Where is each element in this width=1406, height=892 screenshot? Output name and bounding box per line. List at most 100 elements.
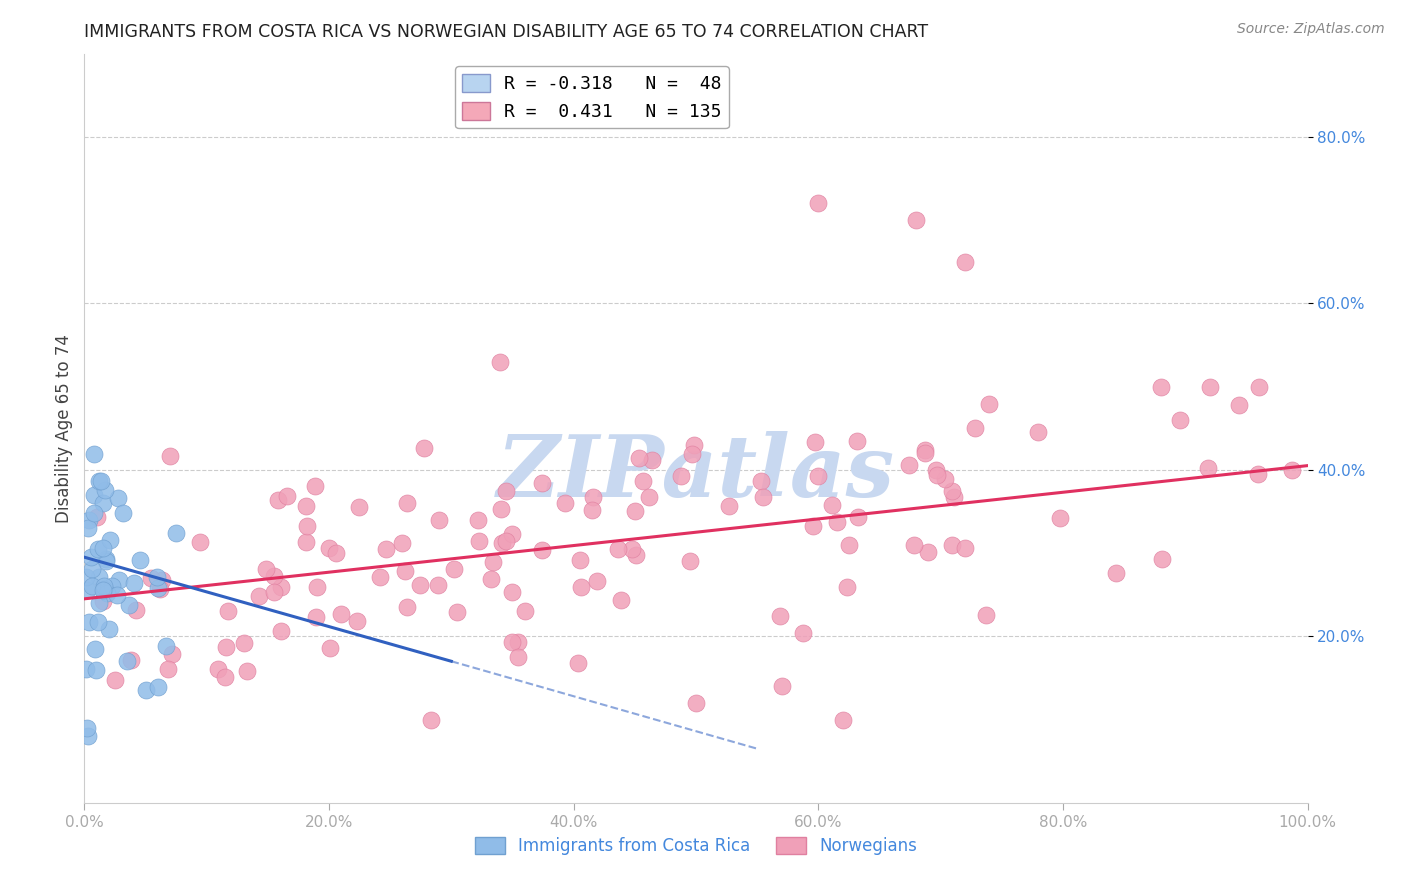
Point — [1150, 552, 1173, 566]
Point — [446, 605, 468, 619]
Point — [620, 542, 643, 557]
Point — [681, 447, 703, 461]
Y-axis label: Disability Age 65 to 74: Disability Age 65 to 74 — [55, 334, 73, 523]
Point — [501, 635, 523, 649]
Point — [129, 553, 152, 567]
Point — [83, 488, 105, 502]
Point — [107, 491, 129, 505]
Point — [513, 604, 536, 618]
Point — [569, 553, 592, 567]
Point — [276, 490, 298, 504]
Point — [409, 578, 432, 592]
Point — [207, 663, 229, 677]
Point — [319, 641, 342, 656]
Point — [640, 453, 662, 467]
Point — [325, 545, 347, 559]
Point — [75, 662, 97, 676]
Point — [77, 513, 100, 527]
Point — [135, 683, 157, 698]
Point — [83, 642, 105, 657]
Point — [155, 639, 177, 653]
Point — [104, 673, 127, 688]
Point — [941, 483, 963, 498]
Text: ZIPatlas: ZIPatlas — [496, 432, 896, 515]
Point — [917, 545, 939, 559]
Point — [827, 515, 849, 529]
Point — [804, 435, 827, 450]
Point — [567, 656, 589, 670]
Point — [530, 543, 553, 558]
Point — [623, 504, 645, 518]
Point — [87, 474, 110, 488]
Point — [531, 475, 554, 490]
Point — [305, 610, 328, 624]
Point — [395, 496, 418, 510]
Point — [835, 580, 858, 594]
Point — [491, 535, 513, 549]
Point — [638, 490, 661, 504]
Point — [122, 576, 145, 591]
Text: Source: ZipAtlas.com: Source: ZipAtlas.com — [1237, 22, 1385, 37]
Point — [508, 650, 530, 665]
Point — [1198, 379, 1220, 393]
Point — [307, 581, 329, 595]
Point — [91, 582, 114, 597]
Point — [391, 536, 413, 550]
Point — [318, 541, 340, 555]
Point — [101, 579, 124, 593]
Point — [1150, 379, 1173, 393]
Point — [93, 579, 115, 593]
Point — [87, 596, 110, 610]
Point — [295, 519, 318, 533]
Point — [217, 604, 239, 618]
Point — [914, 446, 936, 460]
Point — [807, 469, 830, 483]
Point — [294, 534, 316, 549]
Point — [124, 603, 146, 617]
Point — [329, 607, 352, 622]
Point — [87, 542, 110, 557]
Point — [146, 680, 169, 694]
Point — [115, 654, 138, 668]
Point — [159, 450, 181, 464]
Point — [1247, 467, 1270, 481]
Point — [749, 475, 772, 489]
Point — [346, 614, 368, 628]
Point — [76, 721, 98, 735]
Point — [501, 585, 523, 599]
Point — [94, 483, 117, 498]
Point — [263, 585, 285, 599]
Point — [682, 438, 704, 452]
Point — [427, 513, 450, 527]
Point — [108, 573, 131, 587]
Point — [925, 463, 948, 477]
Point — [96, 586, 118, 600]
Point — [394, 564, 416, 578]
Point — [838, 538, 860, 552]
Point — [468, 534, 491, 549]
Point — [489, 354, 512, 368]
Point — [955, 541, 977, 555]
Point — [412, 441, 434, 455]
Point — [86, 615, 108, 629]
Point — [146, 581, 169, 595]
Point — [846, 510, 869, 524]
Point — [165, 526, 187, 541]
Point — [90, 475, 112, 489]
Point — [495, 534, 517, 549]
Point — [845, 434, 868, 448]
Point — [627, 450, 650, 465]
Point — [770, 679, 793, 693]
Text: IMMIGRANTS FROM COSTA RICA VS NORWEGIAN DISABILITY AGE 65 TO 74 CORRELATION CHAR: IMMIGRANTS FROM COSTA RICA VS NORWEGIAN … — [84, 23, 928, 41]
Point — [83, 506, 105, 520]
Point — [86, 510, 108, 524]
Point — [84, 663, 107, 677]
Point — [427, 578, 450, 592]
Point — [717, 500, 740, 514]
Point — [905, 213, 928, 227]
Point — [80, 562, 103, 576]
Point — [1026, 425, 1049, 439]
Point — [1105, 566, 1128, 580]
Point — [1227, 399, 1250, 413]
Point — [83, 447, 105, 461]
